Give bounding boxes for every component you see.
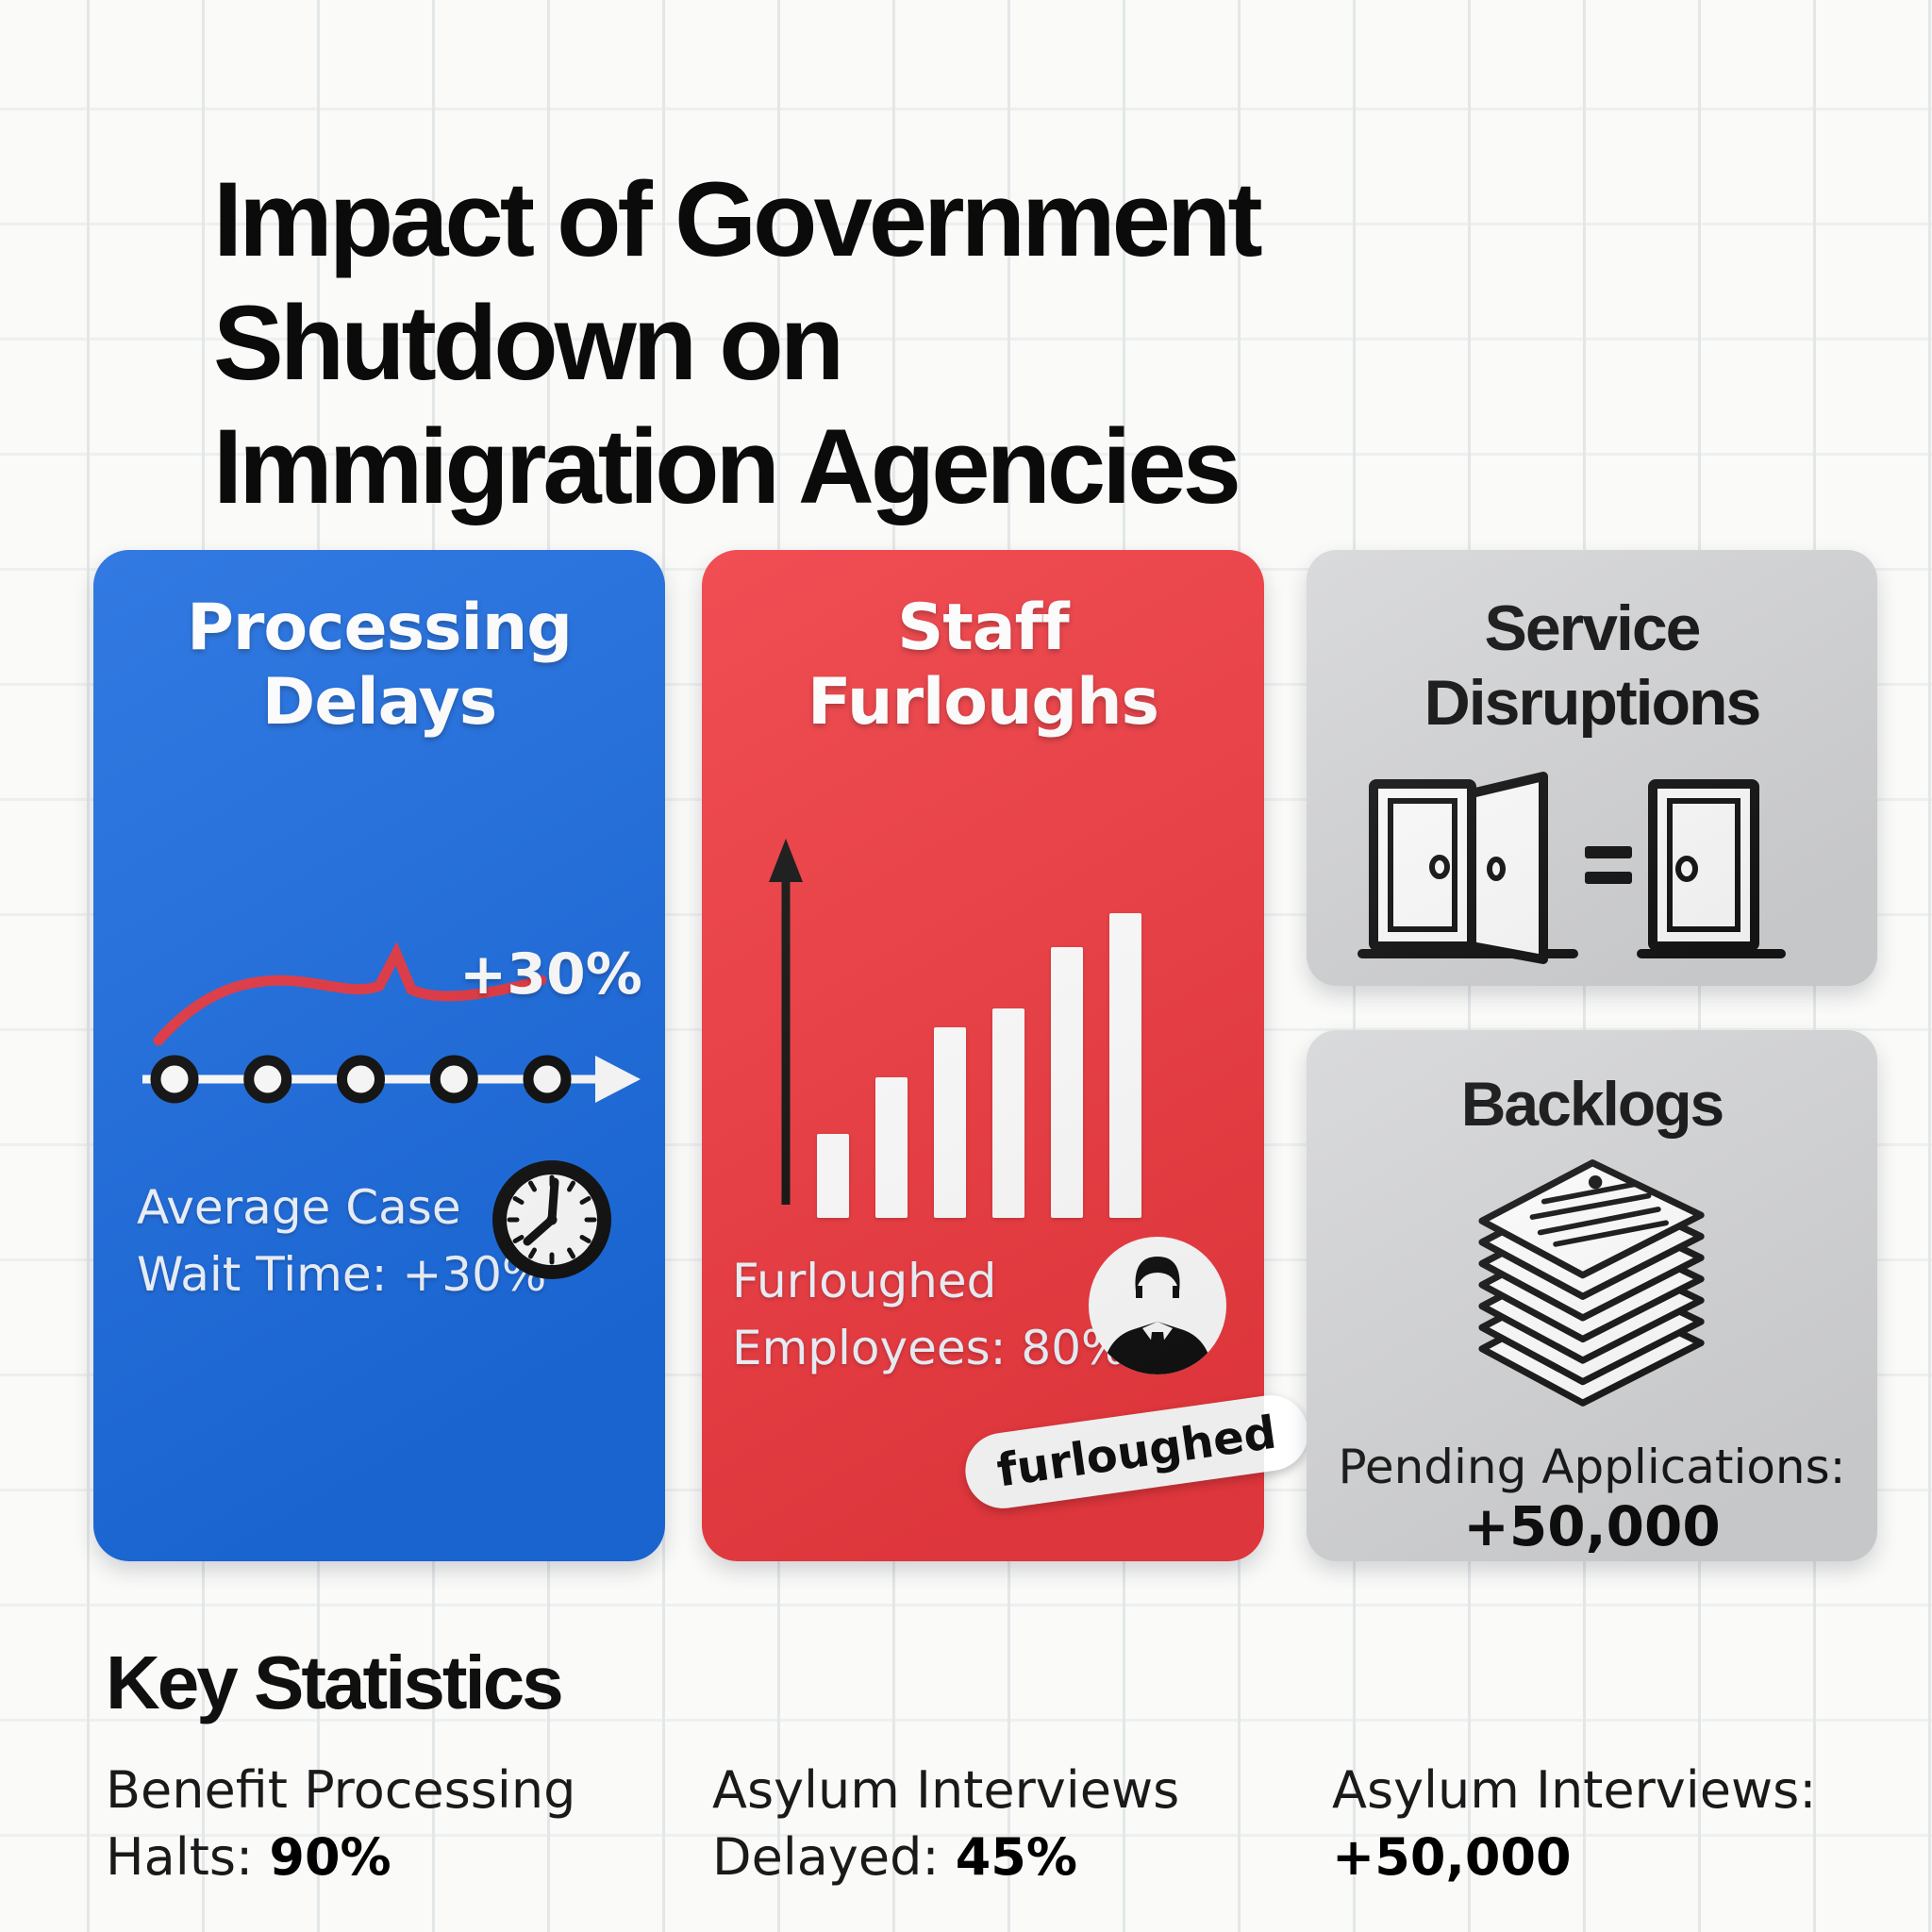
- backlogs-value: +50,000: [1463, 1494, 1721, 1558]
- stat-value-line: Halts: 90%: [106, 1824, 575, 1890]
- furloughs-caption-line-1: Furloughed: [732, 1254, 997, 1308]
- stat-label: Asylum Interviews:: [1332, 1760, 1817, 1820]
- furlough-bar: [1109, 913, 1141, 1218]
- page-title: Impact of Government Shutdown on Immigra…: [213, 158, 1263, 528]
- furlough-bar: [992, 1008, 1024, 1218]
- furloughs-title-line-1: Staff: [897, 591, 1070, 665]
- disruptions-title-line-2: Disruptions: [1424, 666, 1762, 739]
- key-statistics-heading: Key Statistics: [106, 1641, 564, 1724]
- stat-label: Asylum Interviews: [712, 1760, 1180, 1820]
- stat-asylum-interviews-total: Asylum Interviews: +50,000: [1332, 1757, 1816, 1891]
- processing-delays-title: Processing Delays: [93, 591, 665, 741]
- stat-value-line: +50,000: [1332, 1824, 1816, 1890]
- furloughs-title-line-2: Furloughs: [807, 664, 1159, 740]
- stat-value-line: Delayed: 45%: [712, 1824, 1179, 1890]
- timeline-dot: [150, 1055, 199, 1104]
- stat-value: 45%: [955, 1827, 1077, 1888]
- processing-title-line-1: Processing: [187, 591, 573, 665]
- stat-asylum-interviews-delayed: Asylum Interviews Delayed: 45%: [712, 1757, 1179, 1891]
- timeline-dot: [429, 1055, 478, 1104]
- stat-value: 90%: [269, 1827, 391, 1888]
- stat-prefix: Delayed:: [712, 1827, 956, 1888]
- disruptions-title-line-1: Service: [1484, 592, 1702, 664]
- delay-trend-line-icon: [153, 941, 547, 1046]
- paper-stack-icon: [1462, 1140, 1717, 1430]
- card-service-disruptions: Service Disruptions: [1307, 550, 1877, 986]
- backlogs-title: Backlogs: [1460, 1069, 1724, 1139]
- timeline-dot: [523, 1055, 572, 1104]
- delay-increase-label: +30%: [459, 941, 642, 1008]
- processing-caption: Average Case Wait Time: +30%: [137, 1174, 546, 1308]
- furlough-bar: [875, 1077, 908, 1218]
- furlough-bar: [817, 1134, 849, 1218]
- furloughs-caption: Furloughed Employees: 80%: [732, 1248, 1126, 1382]
- stat-benefit-processing: Benefit Processing Halts: 90%: [106, 1757, 575, 1891]
- furloughed-tag: furloughed: [960, 1390, 1313, 1514]
- stat-label: Benefit Processing: [106, 1760, 576, 1820]
- page-title-line-2: Shutdown on: [213, 284, 844, 403]
- service-disruptions-title: Service Disruptions: [1307, 591, 1877, 741]
- clock-icon: [492, 1160, 611, 1279]
- person-icon: [1089, 1237, 1226, 1374]
- timeline-icon: [142, 1055, 641, 1104]
- card-backlogs: Backlogs Pending Applicatio: [1307, 1030, 1877, 1561]
- backlogs-caption: Pending Applications:: [1338, 1440, 1846, 1494]
- timeline-dot: [337, 1055, 385, 1104]
- doors-icon: [1357, 772, 1786, 964]
- staff-furloughs-title: Staff Furloughs: [702, 591, 1264, 741]
- page-title-line-1: Impact of Government: [213, 160, 1263, 279]
- card-processing-delays: Processing Delays +30% Average Case Wait…: [93, 550, 665, 1561]
- processing-title-line-2: Delays: [261, 664, 497, 740]
- stat-value: +50,000: [1332, 1827, 1572, 1888]
- processing-caption-line-2: Wait Time: +30%: [137, 1247, 547, 1302]
- stat-prefix: Halts:: [106, 1827, 270, 1888]
- processing-caption-line-1: Average Case: [137, 1180, 461, 1235]
- card-staff-furloughs: Staff Furloughs Furloughed Employees: 80…: [702, 550, 1313, 1561]
- up-arrow-icon: [769, 839, 803, 1205]
- page-title-line-3: Immigration Agencies: [213, 408, 1241, 526]
- timeline-dot: [243, 1055, 292, 1104]
- timeline-dots: [150, 1055, 572, 1104]
- furlough-bar: [934, 1027, 966, 1218]
- timeline-arrowhead-icon: [595, 1056, 641, 1103]
- furlough-bar: [1051, 947, 1083, 1218]
- furlough-bars: [817, 911, 1180, 1218]
- furloughs-caption-line-2: Employees: 80%: [732, 1321, 1126, 1375]
